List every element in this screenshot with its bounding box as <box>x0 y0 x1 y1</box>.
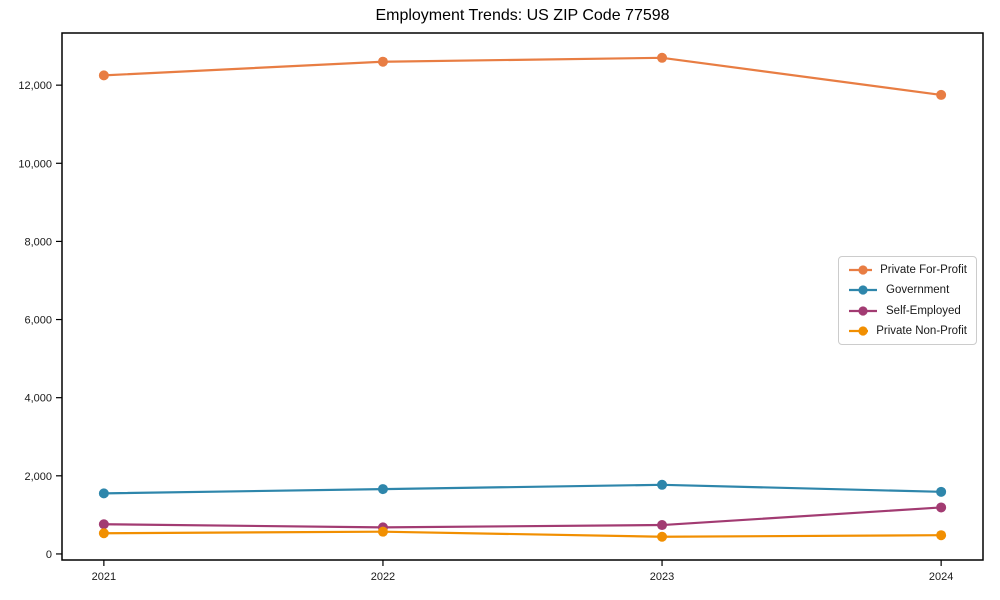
x-tick-label: 2021 <box>92 571 116 583</box>
data-point-government <box>936 486 947 497</box>
data-point-government <box>377 484 388 495</box>
series-line-private-for-profit <box>103 56 942 97</box>
legend-label: Private For-Profit <box>880 264 967 276</box>
legend-marker-icon <box>849 306 877 316</box>
series-line-government <box>103 483 942 495</box>
legend-marker-icon <box>849 285 877 295</box>
y-tick-label: 12,000 <box>18 80 52 92</box>
data-point-private-for-profit <box>377 56 388 67</box>
series-line-private-non-profit <box>103 530 942 538</box>
legend-item-private-for-profit: Private For-Profit <box>848 264 967 276</box>
data-point-private-non-profit <box>657 531 668 542</box>
data-point-private-for-profit <box>98 70 109 81</box>
x-tick-label: 2023 <box>650 571 674 583</box>
y-tick-label: 10,000 <box>18 158 52 170</box>
data-point-private-for-profit <box>657 52 668 63</box>
data-point-self-employed <box>98 519 109 530</box>
data-point-government <box>98 488 109 499</box>
data-point-self-employed <box>936 502 947 513</box>
data-point-private-non-profit <box>98 528 109 539</box>
data-point-private-for-profit <box>936 89 947 100</box>
data-point-government <box>657 479 668 490</box>
chart-title: Employment Trends: US ZIP Code 77598 <box>375 7 670 24</box>
axes-frame <box>61 32 984 561</box>
series-line-self-employed <box>103 506 942 529</box>
legend-label: Government <box>886 284 950 297</box>
legend-label: Self-Employed <box>886 304 961 317</box>
legend-item-government: Government <box>848 284 967 296</box>
legend: Private For-Profit Government Self-Employe… <box>838 256 977 345</box>
legend-item-self-employed: Self-Employed <box>848 305 967 317</box>
x-tick-label: 2024 <box>929 571 953 583</box>
y-tick-label: 2,000 <box>24 471 52 483</box>
data-point-private-non-profit <box>377 526 388 537</box>
y-tick-label: 6,000 <box>24 315 52 327</box>
y-tick-label: 4,000 <box>24 393 52 405</box>
y-tick-label: 8,000 <box>24 236 52 248</box>
legend-marker-icon <box>849 265 873 275</box>
legend-marker-icon <box>849 326 869 336</box>
y-tick-label: 0 <box>46 549 52 561</box>
x-tick-label: 2022 <box>371 571 395 583</box>
legend-label: Private Non-Profit <box>876 324 967 337</box>
legend-item-private-non-profit: Private Non-Profit <box>848 325 967 337</box>
data-point-private-non-profit <box>936 530 947 541</box>
data-point-self-employed <box>657 520 668 531</box>
